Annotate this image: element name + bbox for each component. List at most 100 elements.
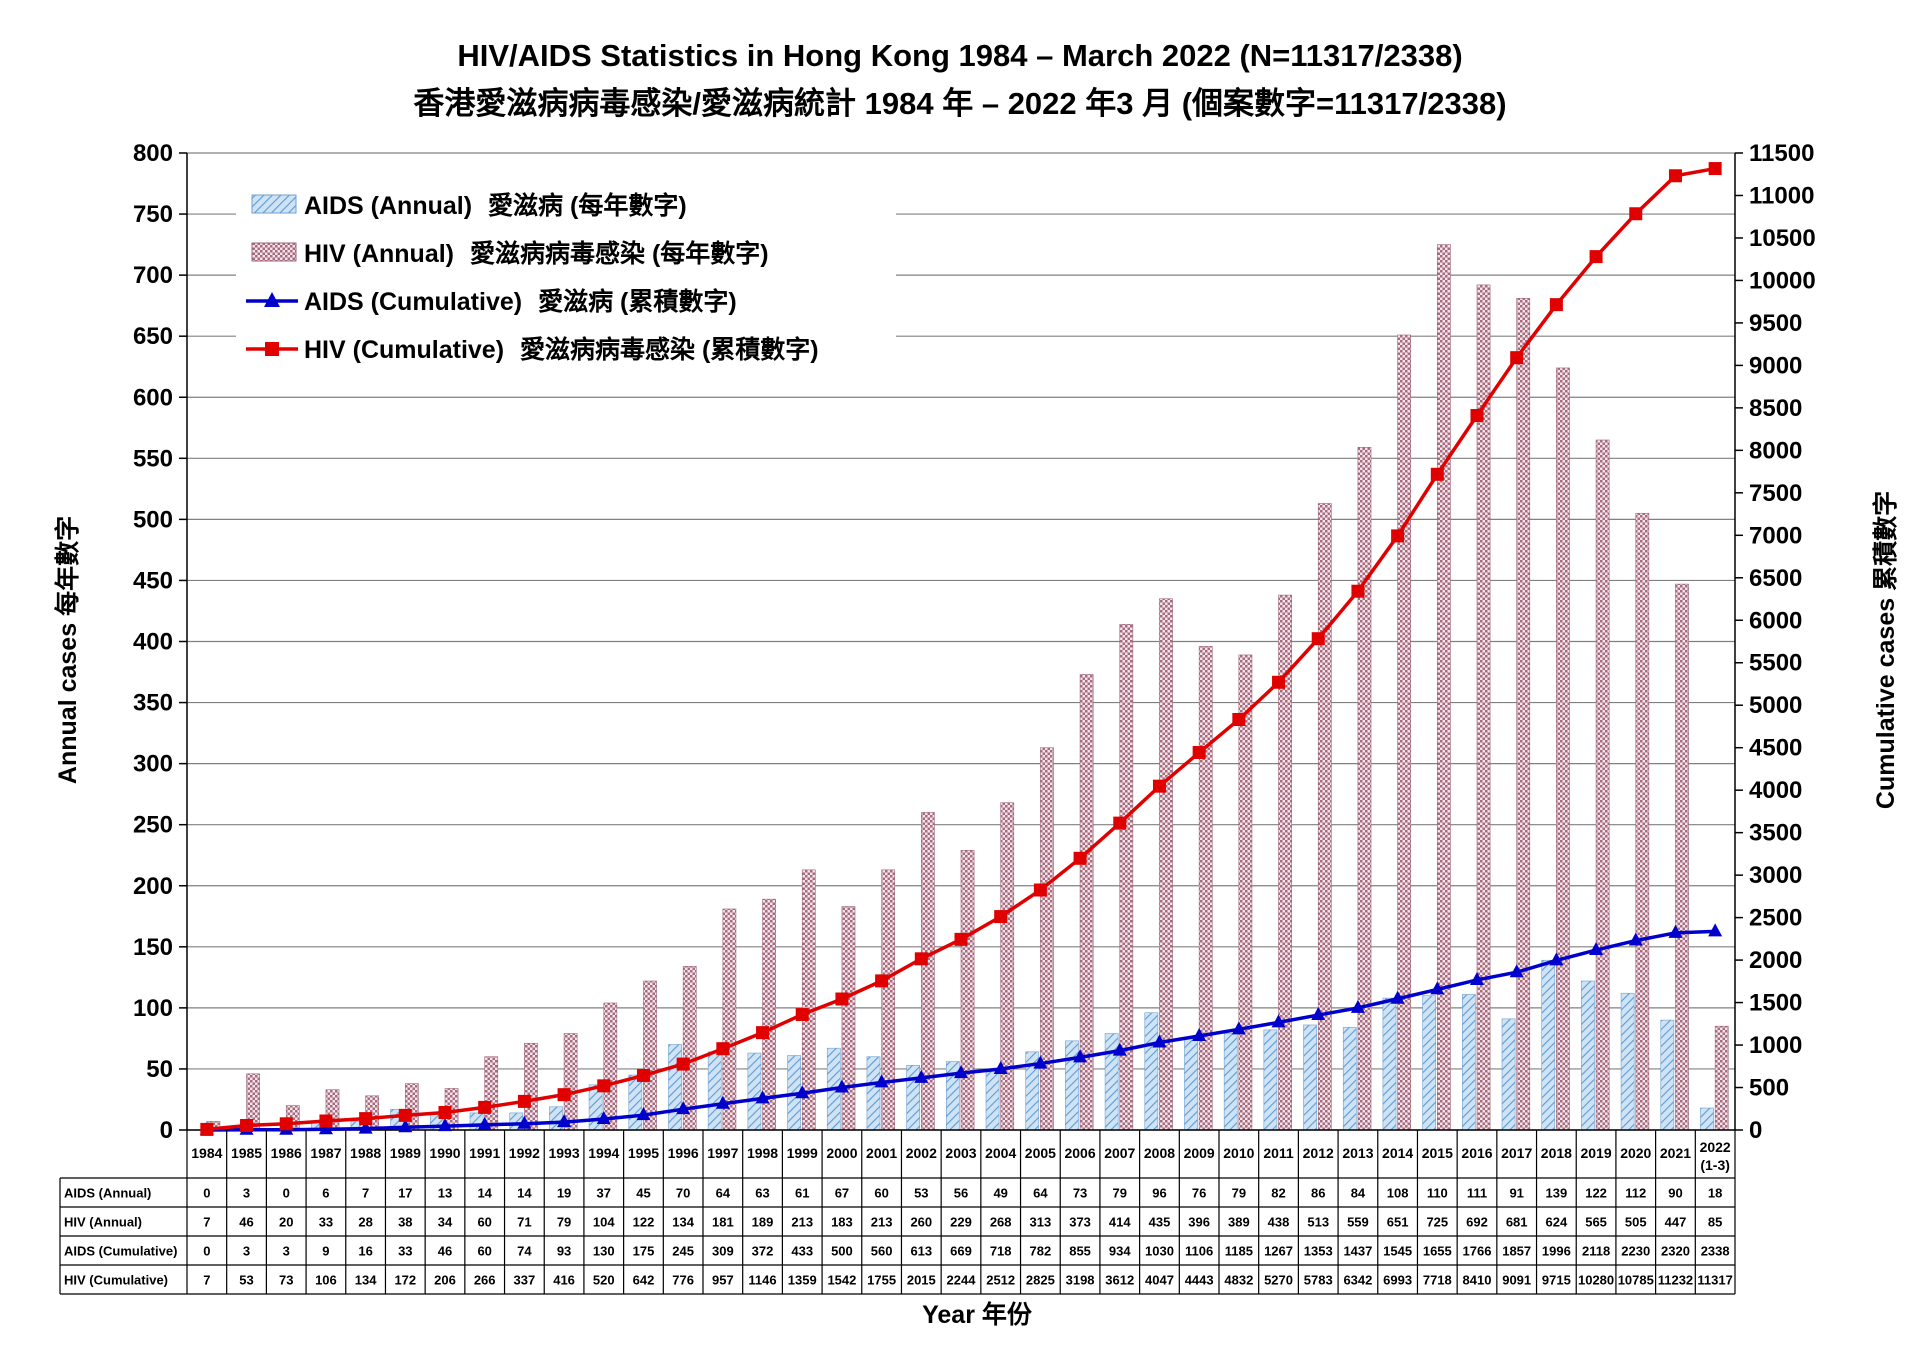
y2-tick-label: 0 xyxy=(1749,1117,1762,1144)
table-cell: 7718 xyxy=(1423,1273,1452,1288)
aids-annual-bar xyxy=(1620,992,1635,1131)
table-cell: 16 xyxy=(358,1244,372,1259)
table-cell: 855 xyxy=(1069,1244,1091,1259)
aids-cumulative-point xyxy=(954,1065,968,1079)
table-cell: 266 xyxy=(474,1273,496,1288)
table-cell: 10280 xyxy=(1578,1273,1614,1288)
chart-title: HIV/AIDS Statistics in Hong Kong 1984 – … xyxy=(457,38,1462,73)
table-cell: 206 xyxy=(434,1273,456,1288)
hiv-cumulative-point xyxy=(1668,169,1682,183)
y2-tick-label: 10000 xyxy=(1749,267,1816,294)
table-cell: 372 xyxy=(752,1244,774,1259)
table-year: 2012 xyxy=(1303,1145,1334,1161)
table-cell: 82 xyxy=(1271,1186,1285,1201)
table-cell: 79 xyxy=(1232,1186,1246,1201)
hiv-cumulative-point xyxy=(478,1100,492,1114)
hiv-cumulative-point xyxy=(954,932,968,946)
y2-tick-label: 1000 xyxy=(1749,1032,1802,1059)
table-cell: 782 xyxy=(1030,1244,1052,1259)
aids-annual-bar xyxy=(1104,1033,1119,1131)
table-cell: 64 xyxy=(716,1186,731,1201)
aids-annual-bar xyxy=(1462,994,1476,1131)
table-cell: 669 xyxy=(950,1244,972,1259)
table-cell: 1030 xyxy=(1145,1244,1174,1259)
table-cell: 513 xyxy=(1307,1215,1329,1230)
hiv-annual-bar xyxy=(1198,646,1213,1131)
table-cell: 3 xyxy=(243,1244,250,1259)
table-cell: 1857 xyxy=(1502,1244,1531,1259)
table-cell: 90 xyxy=(1668,1186,1682,1201)
hiv-cumulative-point xyxy=(557,1088,571,1102)
right-axis-ticks: 0 500 1000 1500 2000 2500 3000 3500 4000 4500 5000… xyxy=(1735,140,1816,1144)
table-cell: 11232 xyxy=(1658,1273,1693,1288)
aids-cumulative-point xyxy=(755,1090,770,1104)
table-cell: 60 xyxy=(477,1244,491,1259)
table-year: 1999 xyxy=(787,1145,818,1161)
table-year: 2018 xyxy=(1541,1145,1572,1161)
table-year: 2005 xyxy=(1025,1145,1056,1161)
table-cell: 3612 xyxy=(1105,1273,1134,1288)
aids-annual-bar xyxy=(1342,1027,1357,1131)
legend-label: HIV (Annual) xyxy=(304,240,454,268)
table-cell: 4443 xyxy=(1185,1273,1214,1288)
table-cell: 175 xyxy=(633,1244,655,1259)
aids-cumulative-point xyxy=(1628,932,1643,946)
aids-cumulative-point xyxy=(1033,1055,1048,1069)
y2-tick-label: 10500 xyxy=(1749,225,1816,252)
hiv-cumulative-point xyxy=(1113,816,1127,830)
legend-bg xyxy=(236,174,896,370)
hiv-annual-bar xyxy=(524,1042,538,1131)
table-cell: 76 xyxy=(1192,1186,1206,1201)
aids-cumulative-point xyxy=(1549,952,1564,966)
table-cell: 389 xyxy=(1228,1215,1250,1230)
table-cell: 67 xyxy=(835,1186,849,1201)
hiv-cumulative-point xyxy=(319,1114,333,1128)
table-cell: 112 xyxy=(1625,1186,1646,1201)
y-tick-label: 50 xyxy=(146,1056,173,1083)
aids-cumulative-point xyxy=(398,1119,413,1133)
hiv-cumulative-point xyxy=(994,910,1008,924)
table-cell: 172 xyxy=(394,1273,416,1288)
table-cell: 37 xyxy=(597,1186,611,1201)
table-cell: 9715 xyxy=(1542,1273,1571,1288)
legend: AIDS (Annual) 愛滋病 (每年數字) HIV (Annual) 愛滋病病毒… xyxy=(236,174,896,370)
hiv-cumulative-point xyxy=(398,1108,412,1122)
table-cell: 6993 xyxy=(1383,1273,1412,1288)
table-cell: 1359 xyxy=(788,1273,817,1288)
hiv-annual-bars xyxy=(206,244,1729,1131)
table-cell: 0 xyxy=(283,1186,290,1201)
table-year: 1991 xyxy=(469,1145,500,1161)
table-year: 1986 xyxy=(271,1145,302,1161)
table-cell: 260 xyxy=(910,1215,932,1230)
hiv-cumulative-point xyxy=(1232,712,1246,726)
table-year: 2008 xyxy=(1144,1145,1175,1161)
aids-annual-bar xyxy=(707,1051,722,1131)
hiv-cumulative-point xyxy=(636,1068,650,1082)
table-year: 1994 xyxy=(588,1145,619,1161)
aids-cumulative-point xyxy=(1231,1021,1246,1035)
table-cell: 718 xyxy=(990,1244,1012,1259)
y-axis-label: Annual cases 每年數字 xyxy=(53,516,82,784)
aids-cumulative-point xyxy=(1589,942,1604,956)
table-cell: 14 xyxy=(517,1186,532,1201)
table-cell: 2230 xyxy=(1621,1244,1650,1259)
legend-label: HIV (Cumulative) xyxy=(304,336,504,364)
table-year: 1987 xyxy=(310,1145,341,1161)
aids-annual-bar xyxy=(1581,980,1595,1131)
table-year: 1989 xyxy=(390,1145,421,1161)
table-year: 2013 xyxy=(1342,1145,1373,1161)
aids-annual-bar xyxy=(1700,1107,1714,1131)
table-cell: 957 xyxy=(712,1273,734,1288)
table-cell: 17 xyxy=(398,1186,412,1201)
aids-cumulative-point xyxy=(914,1069,929,1083)
legend-marker xyxy=(264,292,280,307)
table-year: 2016 xyxy=(1461,1145,1492,1161)
y2-tick-label: 1500 xyxy=(1749,990,1802,1017)
table-cell: 435 xyxy=(1149,1215,1171,1230)
aids-cumulative-point xyxy=(358,1120,373,1134)
y2-tick-label: 9500 xyxy=(1749,310,1802,337)
hiv-annual-bar xyxy=(1238,654,1253,1131)
hiv-annual-bar xyxy=(1635,512,1650,1131)
hiv-cumulative-point xyxy=(1708,162,1722,176)
table-year: 1996 xyxy=(668,1145,699,1161)
